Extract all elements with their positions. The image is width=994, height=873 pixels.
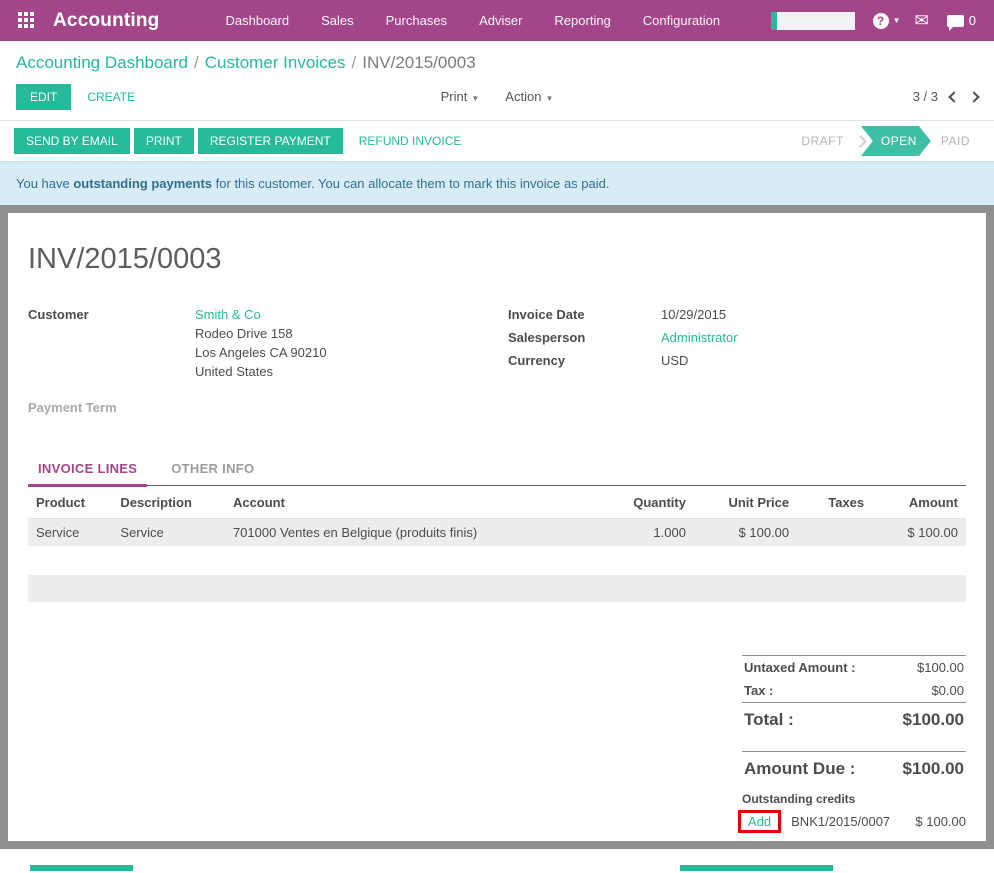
invoice-sheet: INV/2015/0003 Customer Payment Term Smit… bbox=[8, 213, 986, 841]
customer-address-line: Los Angeles CA 90210 bbox=[195, 345, 327, 360]
notebook-tabs: INVOICE LINES OTHER INFO bbox=[28, 461, 966, 487]
customer-address-line: Rodeo Drive 158 bbox=[195, 326, 293, 341]
currency-value: USD bbox=[661, 353, 689, 368]
tab-other-info[interactable]: OTHER INFO bbox=[171, 461, 255, 476]
salesperson-link[interactable]: Administrator bbox=[661, 330, 738, 345]
total-label: Total : bbox=[744, 710, 794, 729]
bottom-button-bar[interactable] bbox=[680, 865, 833, 871]
menu-sales[interactable]: Sales bbox=[321, 13, 354, 28]
menu-adviser[interactable]: Adviser bbox=[479, 13, 523, 28]
untaxed-amount-value: $100.00 bbox=[917, 660, 964, 675]
statusbar: SEND BY EMAIL PRINT REGISTER PAYMENT REF… bbox=[0, 121, 994, 161]
cell-description: Service bbox=[112, 518, 225, 546]
invoice-date-label: Invoice Date bbox=[508, 307, 585, 322]
create-button[interactable]: CREATE bbox=[87, 89, 136, 104]
col-taxes: Taxes bbox=[828, 495, 865, 510]
breadcrumb-customer-invoices[interactable]: Customer Invoices bbox=[204, 53, 346, 72]
outstanding-credit-row: Add BNK1/2015/0007 $ 100.00 bbox=[738, 810, 966, 833]
edit-button[interactable]: EDIT bbox=[16, 83, 72, 110]
user-menu[interactable] bbox=[770, 11, 855, 30]
print-button[interactable]: PRINT bbox=[133, 128, 194, 154]
pager-next-icon[interactable] bbox=[968, 90, 980, 103]
chatter-area bbox=[0, 849, 994, 871]
tax-value: $0.00 bbox=[931, 683, 964, 698]
menu-configuration[interactable]: Configuration bbox=[642, 13, 721, 28]
print-dropdown[interactable]: Print ▼ bbox=[440, 89, 480, 104]
menu-purchases[interactable]: Purchases bbox=[385, 13, 448, 28]
app-title: Accounting bbox=[53, 9, 160, 31]
cell-taxes bbox=[797, 518, 873, 546]
tab-invoice-lines[interactable]: INVOICE LINES bbox=[28, 461, 148, 487]
chevron-down-icon: ▼ bbox=[892, 16, 901, 25]
breadcrumb-accounting-dashboard[interactable]: Accounting Dashboard bbox=[16, 53, 189, 72]
pager-previous-icon[interactable] bbox=[948, 90, 960, 103]
bottom-button-bar[interactable] bbox=[30, 865, 133, 871]
messages-icon[interactable]: ✉ bbox=[914, 10, 929, 30]
credit-reference: BNK1/2015/0007 bbox=[791, 814, 891, 829]
totals-panel: Untaxed Amount : $100.00 Tax : $0.00 Tot… bbox=[738, 655, 966, 833]
credit-amount: $ 100.00 bbox=[915, 814, 966, 829]
table-row[interactable]: Service Service 701000 Ventes en Belgiqu… bbox=[28, 518, 966, 546]
col-amount: Amount bbox=[908, 495, 958, 510]
customer-address-line: United States bbox=[195, 364, 274, 379]
add-credit-highlight: Add bbox=[738, 810, 782, 833]
main-menu: Dashboard Sales Purchases Adviser Report… bbox=[210, 1, 737, 40]
chat-count: 0 bbox=[968, 13, 976, 28]
breadcrumb-separator: / bbox=[194, 53, 199, 72]
invoice-lines-table: Product Description Account Quantity Uni… bbox=[28, 486, 966, 546]
col-unit-price: Unit Price bbox=[728, 495, 790, 510]
invoice-number-title: INV/2015/0003 bbox=[28, 243, 222, 275]
currency-label: Currency bbox=[508, 353, 566, 368]
apps-grid-icon[interactable] bbox=[18, 12, 35, 29]
outstanding-credits-title: Outstanding credits bbox=[742, 792, 856, 806]
cell-product: Service bbox=[28, 518, 113, 546]
customer-link[interactable]: Smith & Co bbox=[195, 307, 261, 322]
breadcrumb: Accounting Dashboard / Customer Invoices / I… bbox=[16, 53, 978, 73]
amount-due-label: Amount Due : bbox=[744, 759, 856, 778]
top-navbar: Accounting Dashboard Sales Purchases Adv… bbox=[0, 0, 994, 41]
chevron-right-icon bbox=[853, 134, 867, 148]
empty-table-strip bbox=[28, 575, 966, 602]
chevron-down-icon: ▼ bbox=[471, 94, 480, 103]
menu-reporting[interactable]: Reporting bbox=[554, 13, 611, 28]
col-product: Product bbox=[36, 495, 86, 510]
outstanding-payments-banner: You have outstanding payments for this c… bbox=[0, 161, 994, 205]
cell-unit-price: $ 100.00 bbox=[693, 518, 798, 546]
col-account: Account bbox=[232, 495, 285, 510]
cell-account: 701000 Ventes en Belgique (produits fini… bbox=[224, 518, 601, 546]
tax-label: Tax : bbox=[744, 683, 774, 698]
breadcrumb-separator: / bbox=[351, 53, 357, 72]
pager-count: 3 / 3 bbox=[912, 89, 938, 104]
total-value: $100.00 bbox=[902, 710, 964, 729]
cell-amount: $ 100.00 bbox=[872, 518, 966, 546]
help-icon[interactable]: ? bbox=[872, 12, 889, 29]
status-pipeline: DRAFT OPEN PAID bbox=[791, 126, 980, 156]
form-background: INV/2015/0003 Customer Payment Term Smit… bbox=[0, 205, 994, 849]
breadcrumb-current: INV/2015/0003 bbox=[362, 53, 476, 72]
stage-open[interactable]: OPEN bbox=[861, 126, 931, 156]
send-by-email-button[interactable]: SEND BY EMAIL bbox=[14, 128, 130, 154]
amount-due-value: $100.00 bbox=[902, 759, 964, 778]
control-panel: Accounting Dashboard / Customer Invoices / I… bbox=[0, 41, 994, 121]
action-dropdown[interactable]: Action ▼ bbox=[505, 89, 554, 104]
chat-icon[interactable] bbox=[946, 14, 964, 31]
salesperson-label: Salesperson bbox=[508, 330, 586, 345]
register-payment-button[interactable]: REGISTER PAYMENT bbox=[197, 128, 343, 154]
col-description: Description bbox=[120, 495, 192, 510]
add-credit-link[interactable]: Add bbox=[748, 814, 772, 829]
invoice-date-value: 10/29/2015 bbox=[661, 307, 727, 322]
col-quantity: Quantity bbox=[633, 495, 686, 510]
payment-term-label: Payment Term bbox=[28, 400, 117, 415]
stage-draft[interactable]: DRAFT bbox=[801, 134, 844, 148]
menu-dashboard[interactable]: Dashboard bbox=[225, 13, 290, 28]
cell-quantity: 1.000 bbox=[600, 518, 694, 546]
customer-label: Customer bbox=[28, 307, 89, 322]
stage-paid[interactable]: PAID bbox=[940, 134, 970, 148]
refund-invoice-button[interactable]: REFUND INVOICE bbox=[358, 134, 462, 148]
chevron-down-icon: ▼ bbox=[545, 94, 554, 103]
untaxed-amount-label: Untaxed Amount : bbox=[744, 660, 856, 675]
